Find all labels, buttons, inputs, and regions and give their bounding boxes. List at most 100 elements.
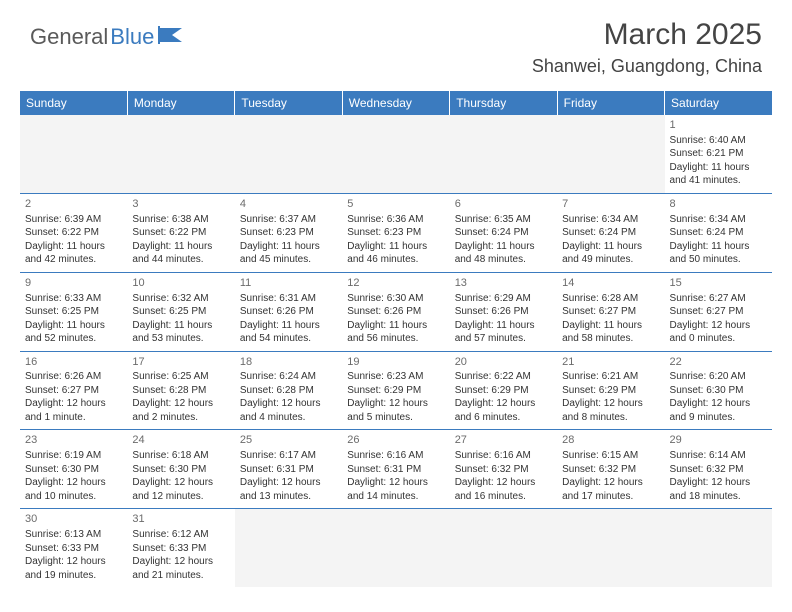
day-number: 12: [347, 276, 444, 291]
calendar-blank-cell: [127, 115, 234, 193]
sunrise-text: Sunrise: 6:12 AM: [132, 528, 229, 542]
calendar-day-cell: 12Sunrise: 6:30 AMSunset: 6:26 PMDayligh…: [342, 272, 449, 351]
calendar-day-cell: 3Sunrise: 6:38 AMSunset: 6:22 PMDaylight…: [127, 193, 234, 272]
calendar-day-cell: 16Sunrise: 6:26 AMSunset: 6:27 PMDayligh…: [20, 351, 127, 430]
day-number: 9: [25, 276, 122, 291]
sunrise-text: Sunrise: 6:24 AM: [240, 370, 337, 384]
day-number: 19: [347, 355, 444, 370]
daylight-text: Daylight: 12 hours and 18 minutes.: [670, 476, 767, 503]
day-header: Saturday: [665, 91, 772, 115]
daylight-text: Daylight: 12 hours and 1 minute.: [25, 397, 122, 424]
sunset-text: Sunset: 6:24 PM: [562, 226, 659, 240]
sunset-text: Sunset: 6:30 PM: [25, 463, 122, 477]
sunrise-text: Sunrise: 6:33 AM: [25, 292, 122, 306]
sunset-text: Sunset: 6:25 PM: [132, 305, 229, 319]
sunset-text: Sunset: 6:24 PM: [455, 226, 552, 240]
calendar-blank-cell: [235, 115, 342, 193]
sunrise-text: Sunrise: 6:34 AM: [670, 213, 767, 227]
daylight-text: Daylight: 11 hours and 57 minutes.: [455, 319, 552, 346]
calendar-blank-cell: [235, 509, 342, 587]
calendar-week-row: 2Sunrise: 6:39 AMSunset: 6:22 PMDaylight…: [20, 193, 772, 272]
day-number: 20: [455, 355, 552, 370]
sunset-text: Sunset: 6:24 PM: [670, 226, 767, 240]
sunset-text: Sunset: 6:28 PM: [240, 384, 337, 398]
day-number: 24: [132, 433, 229, 448]
calendar-day-cell: 22Sunrise: 6:20 AMSunset: 6:30 PMDayligh…: [665, 351, 772, 430]
calendar-blank-cell: [557, 509, 664, 587]
day-number: 14: [562, 276, 659, 291]
day-header: Friday: [557, 91, 664, 115]
daylight-text: Daylight: 12 hours and 14 minutes.: [347, 476, 444, 503]
calendar-day-cell: 2Sunrise: 6:39 AMSunset: 6:22 PMDaylight…: [20, 193, 127, 272]
page-header: GeneralBlue March 2025 Shanwei, Guangdon…: [0, 0, 792, 85]
sunset-text: Sunset: 6:22 PM: [132, 226, 229, 240]
location-text: Shanwei, Guangdong, China: [532, 56, 762, 77]
daylight-text: Daylight: 11 hours and 46 minutes.: [347, 240, 444, 267]
day-number: 7: [562, 197, 659, 212]
calendar-blank-cell: [450, 509, 557, 587]
day-number: 26: [347, 433, 444, 448]
day-number: 21: [562, 355, 659, 370]
sunrise-text: Sunrise: 6:36 AM: [347, 213, 444, 227]
day-number: 17: [132, 355, 229, 370]
sunset-text: Sunset: 6:30 PM: [670, 384, 767, 398]
calendar-blank-cell: [665, 509, 772, 587]
sunrise-text: Sunrise: 6:13 AM: [25, 528, 122, 542]
calendar-day-cell: 20Sunrise: 6:22 AMSunset: 6:29 PMDayligh…: [450, 351, 557, 430]
sunrise-text: Sunrise: 6:25 AM: [132, 370, 229, 384]
daylight-text: Daylight: 11 hours and 45 minutes.: [240, 240, 337, 267]
daylight-text: Daylight: 11 hours and 42 minutes.: [25, 240, 122, 267]
day-number: 5: [347, 197, 444, 212]
sunrise-text: Sunrise: 6:37 AM: [240, 213, 337, 227]
sunrise-text: Sunrise: 6:15 AM: [562, 449, 659, 463]
calendar-day-cell: 10Sunrise: 6:32 AMSunset: 6:25 PMDayligh…: [127, 272, 234, 351]
day-number: 29: [670, 433, 767, 448]
day-header: Monday: [127, 91, 234, 115]
calendar-day-cell: 27Sunrise: 6:16 AMSunset: 6:32 PMDayligh…: [450, 430, 557, 509]
day-number: 22: [670, 355, 767, 370]
day-number: 2: [25, 197, 122, 212]
daylight-text: Daylight: 12 hours and 4 minutes.: [240, 397, 337, 424]
sunrise-text: Sunrise: 6:19 AM: [25, 449, 122, 463]
calendar-week-row: 9Sunrise: 6:33 AM Sunset: 6:25 PM Daylight…: [20, 272, 772, 351]
day-number: 30: [25, 512, 122, 527]
daylight-text: Daylight: 11 hours and 44 minutes.: [132, 240, 229, 267]
calendar-day-cell: 28Sunrise: 6:15 AMSunset: 6:32 PMDayligh…: [557, 430, 664, 509]
day-number: 18: [240, 355, 337, 370]
daylight-text: Daylight: 12 hours and 17 minutes.: [562, 476, 659, 503]
daylight-text: Daylight: 11 hours and 50 minutes.: [670, 240, 767, 267]
sunrise-text: Sunrise: 6:17 AM: [240, 449, 337, 463]
calendar-day-cell: 14Sunrise: 6:28 AMSunset: 6:27 PMDayligh…: [557, 272, 664, 351]
daylight-text: Daylight: 12 hours and 9 minutes.: [670, 397, 767, 424]
calendar-day-cell: 4Sunrise: 6:37 AMSunset: 6:23 PMDaylight…: [235, 193, 342, 272]
sunrise-text: Sunrise: 6:16 AM: [347, 449, 444, 463]
sunrise-text: Sunrise: 6:31 AM: [240, 292, 337, 306]
sunrise-text: Sunrise: 6:23 AM: [347, 370, 444, 384]
daylight-text: Daylight: 12 hours and 10 minutes.: [25, 476, 122, 503]
calendar-day-cell: 31Sunrise: 6:12 AMSunset: 6:33 PMDayligh…: [127, 509, 234, 587]
sunrise-text: Sunrise: 6:32 AM: [132, 292, 229, 306]
daylight-text: Daylight: 11 hours and 56 minutes.: [347, 319, 444, 346]
sunset-text: Sunset: 6:26 PM: [347, 305, 444, 319]
sunset-text: Sunset: 6:26 PM: [240, 305, 337, 319]
sunrise-text: Sunrise: 6:34 AM: [562, 213, 659, 227]
daylight-text: Daylight: 11 hours and 52 minutes.: [25, 319, 122, 346]
sunrise-text: Sunrise: 6:18 AM: [132, 449, 229, 463]
logo: GeneralBlue: [30, 18, 184, 50]
month-title: March 2025: [532, 18, 762, 52]
day-header: Sunday: [20, 91, 127, 115]
sunrise-text: Sunrise: 6:16 AM: [455, 449, 552, 463]
day-number: 15: [670, 276, 767, 291]
sunset-text: Sunset: 6:27 PM: [670, 305, 767, 319]
day-number: 3: [132, 197, 229, 212]
sunrise-text: Sunrise: 6:22 AM: [455, 370, 552, 384]
calendar-blank-cell: [450, 115, 557, 193]
daylight-text: Daylight: 12 hours and 13 minutes.: [240, 476, 337, 503]
sunrise-text: Sunrise: 6:27 AM: [670, 292, 767, 306]
flag-icon: [158, 24, 184, 50]
calendar-day-cell: 18Sunrise: 6:24 AMSunset: 6:28 PMDayligh…: [235, 351, 342, 430]
day-number: 1: [670, 118, 767, 133]
sunrise-text: Sunrise: 6:38 AM: [132, 213, 229, 227]
sunset-text: Sunset: 6:28 PM: [132, 384, 229, 398]
daylight-text: Daylight: 11 hours and 49 minutes.: [562, 240, 659, 267]
